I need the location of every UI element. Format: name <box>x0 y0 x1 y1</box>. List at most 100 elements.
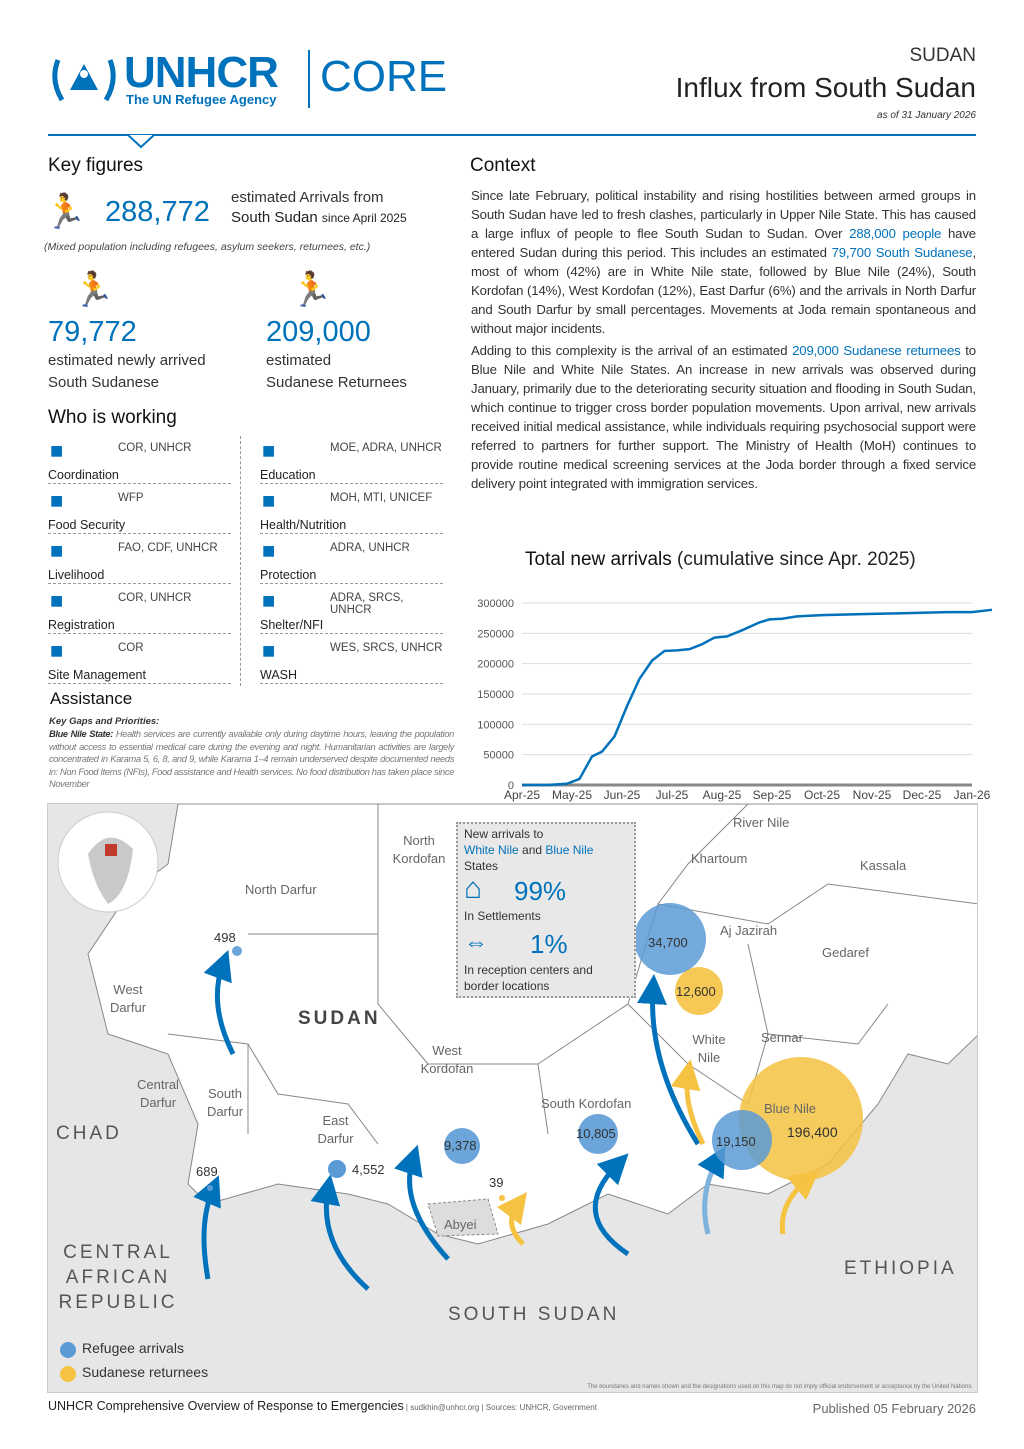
inset-title: New arrivals to <box>464 827 544 841</box>
wash-icon: ■ <box>262 638 276 663</box>
health-icon: ■ <box>262 488 276 513</box>
region-north-kordofan: North Kordofan <box>392 833 446 866</box>
abyei-area <box>427 1198 499 1237</box>
x-tick-label: Dec-25 <box>903 788 942 802</box>
region-north-darfur: North Darfur <box>245 882 317 897</box>
country-ethiopia: ETHIOPIA <box>844 1258 957 1279</box>
settlement-label: In Settlements <box>464 909 541 923</box>
region-aj-jazirah: Aj Jazirah <box>720 923 778 938</box>
who-item-education: ■ MOE, ADRA, UNHCR Education <box>260 436 443 484</box>
footer-published: Published 05 February 2026 <box>812 1401 976 1416</box>
region-abyei: Abyei <box>444 1217 477 1232</box>
who-orgs: MOE, ADRA, UNHCR <box>330 442 442 454</box>
rule-notch <box>128 135 154 149</box>
settlement-pct: 99% <box>514 876 567 906</box>
who-item-wash: ■ WES, SRCS, UNHCR WASH <box>260 636 443 684</box>
circle-east-darfur <box>328 1160 346 1178</box>
region-west-darfur: West Darfur <box>109 982 147 1015</box>
logo-sub: The UN Refugee Agency <box>126 92 277 107</box>
legend-returnee: Sudanese returnees <box>82 1364 209 1380</box>
region-central-darfur: Central Darfur <box>137 1077 179 1110</box>
who-orgs: MOH, MTI, UNICEF <box>330 492 433 504</box>
x-tick-label: Aug-25 <box>703 788 742 802</box>
x-tick-label: Jul-25 <box>656 788 689 802</box>
assistance-text: Blue Nile State: Health services are cur… <box>49 728 454 791</box>
who-grid: ■ COR, UNHCR Coordination ■ MOE, ADRA, UNHCR… <box>48 436 443 686</box>
context-paragraph-1: Since late February, political instabili… <box>471 188 976 336</box>
region-east-darfur: East Darfur <box>317 1113 354 1146</box>
circle-white-nile-returnees <box>675 967 723 1015</box>
who-item-site-management: ■ COR Site Management <box>48 636 231 684</box>
who-orgs: ADRA, SRCS, UNHCR <box>330 592 404 616</box>
key-figures-title: Key figures <box>48 155 144 176</box>
who-divider <box>240 436 241 686</box>
who-orgs: COR, UNHCR <box>118 592 192 604</box>
map-disclaimer: The boundaries and names shown and the d… <box>587 1384 973 1390</box>
value-blue-nile-returnees: 196,400 <box>787 1124 838 1140</box>
who-item-shelter-nfi: ■ ADRA, SRCS, UNHCR Shelter/NFI <box>260 586 443 634</box>
who-orgs: FAO, CDF, UNHCR <box>118 542 218 554</box>
who-orgs: COR <box>118 642 144 654</box>
who-label: Education <box>260 468 316 482</box>
who-item-livelihood: ■ FAO, CDF, UNHCR Livelihood <box>48 536 231 584</box>
who-title: Who is working <box>48 407 177 428</box>
y-tick-label: 100000 <box>477 719 514 731</box>
refugees-value: 79,772 <box>48 316 137 348</box>
x-tick-label: Nov-25 <box>853 788 892 802</box>
region-sennar: Sennar <box>761 1030 803 1045</box>
x-tick-label: Sep-25 <box>753 788 792 802</box>
circle-south-kordofan <box>578 1114 618 1154</box>
refugee-circles <box>60 903 863 1382</box>
value-blue-nile-refugees: 19,150 <box>716 1134 756 1149</box>
returnee-icon: 🏃 <box>290 271 333 309</box>
x-tick-label: Apr-25 <box>504 788 540 802</box>
country-chad: CHAD <box>56 1123 122 1144</box>
region-blue-nile: Blue Nile <box>764 1101 817 1116</box>
who-label: Shelter/NFI <box>260 618 324 632</box>
total-label3: since April 2025 <box>321 211 407 225</box>
header-rule <box>48 134 976 136</box>
value-north-darfur: 498 <box>214 930 236 945</box>
map: North Kordofan River Nile Khartoum Kassa… <box>47 803 978 1393</box>
who-item-registration: ■ COR, UNHCR Registration <box>48 586 231 634</box>
assistance-title: Assistance <box>50 689 133 708</box>
arrivals-icon: 🏃 <box>44 193 87 231</box>
refugees-label1: estimated newly arrived <box>48 352 206 369</box>
country-south-sudan: SOUTH SUDAN <box>448 1304 620 1325</box>
food-icon: ■ <box>50 488 64 513</box>
arrivals-line-chart: 0 50000 100000 150000 200000 250000 300000 Apr-… <box>477 598 993 802</box>
legend-refugee-dot <box>60 1342 76 1358</box>
unhcr-logo: UNHCR The UN Refugee Agency CORE <box>48 48 448 110</box>
logo-product: CORE <box>320 52 448 101</box>
country-sudan: SUDAN <box>298 1008 381 1029</box>
total-note: (Mixed population including refugees, as… <box>44 241 371 253</box>
shelter-icon: ■ <box>262 588 276 613</box>
total-label1: estimated Arrivals from <box>231 189 384 206</box>
region-white-nile: White Nile <box>692 1032 726 1065</box>
circle-west-kordofan <box>444 1128 480 1164</box>
assistance-state: Blue Nile State: <box>49 729 113 739</box>
value-south-kordofan: 10,805 <box>576 1126 616 1141</box>
x-tick-label: Oct-25 <box>804 788 840 802</box>
refugees-label2: South Sudanese <box>48 374 159 391</box>
chart-title: Total new arrivals (cumulative since Apr… <box>525 549 916 570</box>
y-tick-label: 300000 <box>477 598 514 610</box>
returnees-label1: estimated <box>266 352 332 369</box>
returnees-label2: Sudanese Returnees <box>266 374 407 391</box>
reception-pct: 1% <box>530 929 568 959</box>
legend-returnee-dot <box>60 1366 76 1382</box>
region-west-kordofan: West Kordofan <box>420 1043 474 1076</box>
who-label: Coordination <box>48 468 119 482</box>
date: as of 31 January 2026 <box>877 110 976 121</box>
region-khartoum: Khartoum <box>691 851 748 866</box>
value-white-nile-returnees: 12,600 <box>676 984 716 999</box>
settlement-icon: ⌂ <box>464 872 483 905</box>
livelihood-icon: ■ <box>50 538 64 563</box>
who-orgs: WFP <box>118 492 144 504</box>
who-orgs: WES, SRCS, UNHCR <box>330 642 443 654</box>
y-tick-label: 200000 <box>477 659 514 671</box>
value-west-kordofan: 9,378 <box>444 1138 477 1153</box>
protection-icon: ■ <box>262 538 276 563</box>
y-tick-label: 250000 <box>477 628 514 640</box>
y-tick-label: 150000 <box>477 689 514 701</box>
